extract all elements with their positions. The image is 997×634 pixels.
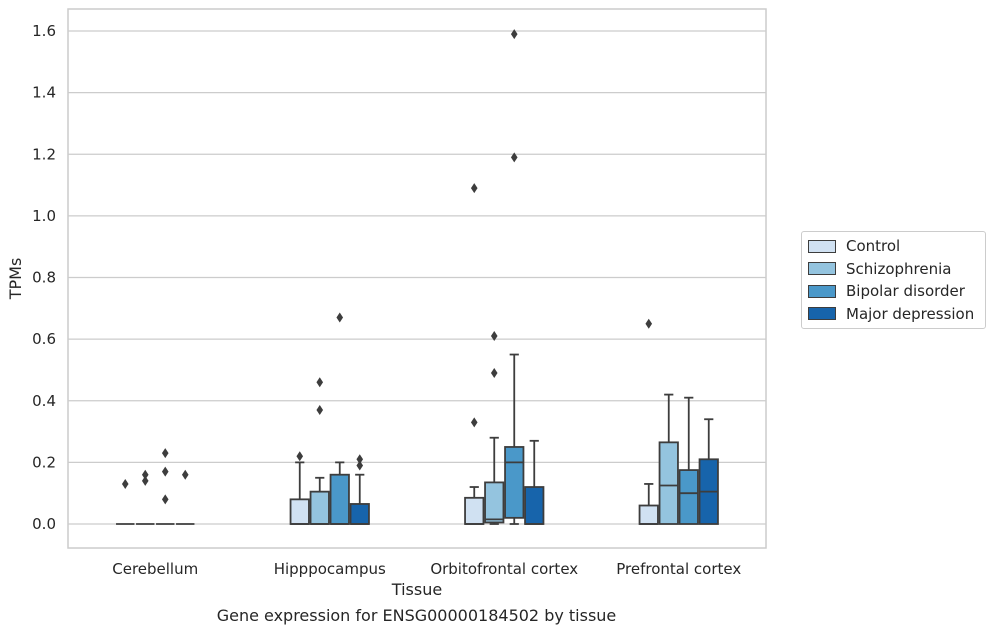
outlier-point [316, 404, 324, 415]
y-tick-label: 1.2 [32, 145, 56, 163]
y-tick-label: 0.6 [32, 330, 56, 348]
x-tick-label: Hipppocampus [274, 560, 386, 578]
y-tick-label: 0.2 [32, 453, 56, 471]
legend-item: Bipolar disorder [802, 280, 985, 303]
box-body [349, 503, 370, 525]
outlier-point [141, 475, 149, 486]
box-3-1 [658, 393, 679, 525]
x-axis-ticks: Cerebellum Hipppocampus Orbitofrontal cort… [112, 560, 741, 578]
legend-item: Major depression [802, 303, 985, 326]
x-tick-label: Cerebellum [112, 560, 198, 578]
y-tick-label: 0.0 [32, 515, 56, 533]
legend-label: Major depression [846, 304, 975, 323]
plot-frame [67, 8, 767, 549]
outlier-point [645, 318, 653, 329]
outlier-point [356, 454, 364, 465]
box-1-0 [289, 461, 310, 525]
box-body [524, 486, 545, 525]
box-2-3 [524, 439, 545, 525]
y-tick-label: 1.4 [32, 84, 56, 102]
box-2-0 [464, 486, 485, 525]
y-tick-label: 1.6 [32, 22, 56, 40]
legend-label: Schizophrenia [846, 259, 952, 278]
box-body [329, 473, 350, 525]
outliers [121, 29, 653, 505]
legend: Control Schizophrenia Bipolar disorder Majo… [801, 231, 986, 329]
x-tick-label: Orbitofrontal cortex [430, 560, 578, 578]
y-tick-label: 0.4 [32, 392, 56, 410]
y-tick-label: 0.8 [32, 269, 56, 287]
y-tick-label: 1.0 [32, 207, 56, 225]
outlier-point [510, 29, 518, 40]
box-3-3 [698, 418, 719, 525]
outlier-point [161, 448, 169, 459]
legend-label: Control [846, 237, 901, 256]
y-axis-ticks: 0.0 0.2 0.4 0.6 0.8 1.0 1.2 1.4 1.6 [32, 22, 56, 533]
box-body [309, 490, 330, 525]
outlier-point [510, 152, 518, 163]
box-2-2 [504, 353, 525, 525]
legend-swatch [808, 307, 836, 321]
outlier-point [336, 312, 344, 323]
outlier-point [470, 417, 478, 428]
gridlines [68, 30, 766, 525]
box-3-2 [678, 396, 699, 525]
legend-item: Schizophrenia [802, 258, 985, 281]
box-3-0 [638, 483, 659, 525]
outlier-point [490, 368, 498, 379]
legend-swatch [808, 284, 836, 298]
boxes [116, 353, 719, 525]
outlier-point [490, 331, 498, 342]
box-body [484, 481, 505, 524]
x-axis-label: Tissue [391, 580, 442, 599]
outlier-point [161, 494, 169, 505]
x-tick-label: Prefrontal cortex [616, 560, 741, 578]
outlier-point [161, 466, 169, 477]
outlier-point [356, 460, 364, 471]
box-1-1 [309, 476, 330, 525]
legend-swatch [808, 239, 836, 253]
outlier-point [141, 469, 149, 480]
y-axis-label: TPMs [6, 258, 25, 301]
box-body [289, 498, 310, 525]
legend-label: Bipolar disorder [846, 282, 965, 301]
figure-caption: Gene expression for ENSG00000184502 by t… [216, 606, 617, 625]
box-body [504, 446, 525, 519]
box-body [464, 496, 485, 525]
box-body [678, 469, 699, 525]
box-1-2 [329, 461, 350, 525]
outlier-point [121, 478, 129, 489]
box-body [638, 504, 659, 525]
outlier-point [296, 451, 304, 462]
outlier-point [470, 183, 478, 194]
outlier-point [316, 377, 324, 388]
box-2-1 [484, 436, 505, 525]
legend-swatch [808, 262, 836, 276]
box-body [658, 441, 679, 525]
legend-item: Control [802, 235, 985, 258]
box-1-3 [349, 473, 370, 525]
outlier-point [181, 469, 189, 480]
